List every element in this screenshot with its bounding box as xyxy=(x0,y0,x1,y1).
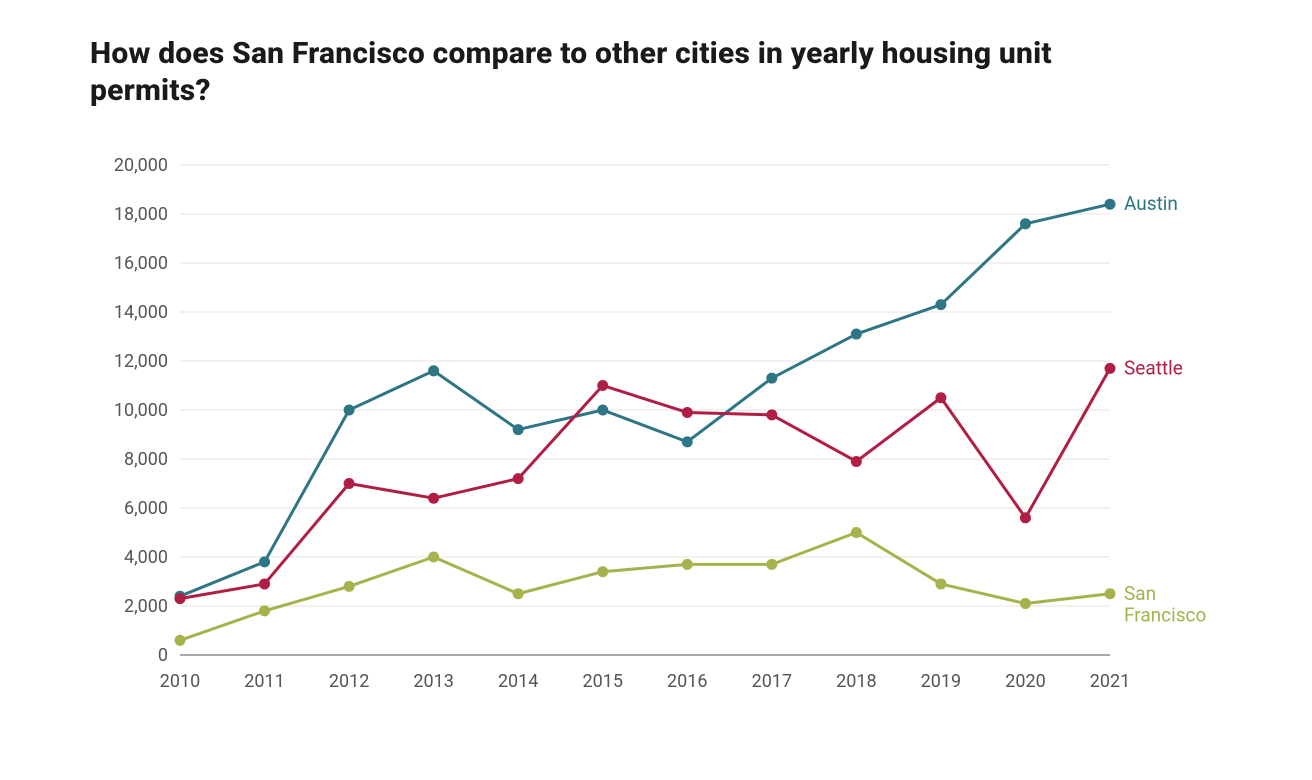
series-marker-austin xyxy=(259,557,270,568)
y-tick-label: 4,000 xyxy=(124,547,168,568)
y-tick-label: 8,000 xyxy=(124,449,168,470)
series-marker-seattle xyxy=(935,392,946,403)
line-chart-svg: 0 2,000 4,000 6,000 8,000 10,000 12,000 14,000 1… xyxy=(90,145,1250,705)
series-marker-austin xyxy=(1020,218,1031,229)
x-tick-label: 2013 xyxy=(413,671,453,692)
series-marker-austin xyxy=(935,299,946,310)
y-tick-label: 20,000 xyxy=(114,155,168,176)
series-marker-san-francisco xyxy=(766,559,777,570)
series-marker-seattle xyxy=(851,456,862,467)
series-label-san-francisco: Francisco xyxy=(1124,604,1206,627)
series-label-seattle: Seattle xyxy=(1124,357,1183,380)
series-marker-austin xyxy=(682,437,693,448)
series-marker-seattle xyxy=(597,380,608,391)
x-tick-label: 2021 xyxy=(1090,671,1130,692)
y-tick-label: 18,000 xyxy=(114,204,168,225)
x-tick-label: 2012 xyxy=(329,671,369,692)
x-tick-label: 2018 xyxy=(836,671,876,692)
series-marker-austin xyxy=(597,405,608,416)
series-marker-san-francisco xyxy=(935,579,946,590)
series-marker-san-francisco xyxy=(1105,588,1116,599)
series-label-austin: Austin xyxy=(1124,192,1178,215)
x-tick-label: 2016 xyxy=(667,671,707,692)
y-tick-label: 2,000 xyxy=(124,596,168,617)
series-marker-san-francisco xyxy=(682,559,693,570)
y-tick-label: 10,000 xyxy=(114,400,168,421)
series-marker-seattle xyxy=(344,478,355,489)
series-marker-seattle xyxy=(1105,363,1116,374)
series-marker-austin xyxy=(851,329,862,340)
y-tick-label: 16,000 xyxy=(114,253,168,274)
chart-plot-area: 0 2,000 4,000 6,000 8,000 10,000 12,000 14,000 1… xyxy=(90,145,1252,705)
series-line-seattle xyxy=(180,369,1110,599)
chart-title: How does San Francisco compare to other … xyxy=(90,36,1090,109)
series-marker-seattle xyxy=(175,593,186,604)
series-marker-seattle xyxy=(428,493,439,504)
series-label-san-francisco: San xyxy=(1124,582,1156,605)
series-marker-seattle xyxy=(682,407,693,418)
series-marker-san-francisco xyxy=(428,552,439,563)
series-marker-san-francisco xyxy=(259,606,270,617)
x-tick-label: 2019 xyxy=(921,671,961,692)
series-marker-seattle xyxy=(1020,512,1031,523)
x-tick-label: 2017 xyxy=(752,671,792,692)
series-marker-austin xyxy=(513,424,524,435)
x-tick-label: 2015 xyxy=(582,671,622,692)
chart-container: How does San Francisco compare to other … xyxy=(0,0,1312,780)
series-marker-austin xyxy=(428,365,439,376)
series-marker-san-francisco xyxy=(1020,598,1031,609)
y-tick-label: 6,000 xyxy=(124,498,168,519)
series-marker-seattle xyxy=(766,410,777,421)
y-tick-label: 12,000 xyxy=(114,351,168,372)
x-tick-label: 2020 xyxy=(1005,671,1045,692)
series-marker-san-francisco xyxy=(513,588,524,599)
series-marker-san-francisco xyxy=(597,566,608,577)
x-tick-label: 2011 xyxy=(244,671,284,692)
series-marker-seattle xyxy=(513,473,524,484)
y-tick-label: 0 xyxy=(158,645,168,666)
series-marker-san-francisco xyxy=(344,581,355,592)
series-marker-san-francisco xyxy=(175,635,186,646)
x-tick-label: 2010 xyxy=(160,671,200,692)
series-marker-san-francisco xyxy=(851,527,862,538)
series-marker-seattle xyxy=(259,579,270,590)
series-marker-austin xyxy=(344,405,355,416)
x-tick-label: 2014 xyxy=(498,671,538,692)
series-marker-austin xyxy=(1105,199,1116,210)
series-line-san-francisco xyxy=(180,533,1110,641)
series-marker-austin xyxy=(766,373,777,384)
y-tick-label: 14,000 xyxy=(114,302,168,323)
